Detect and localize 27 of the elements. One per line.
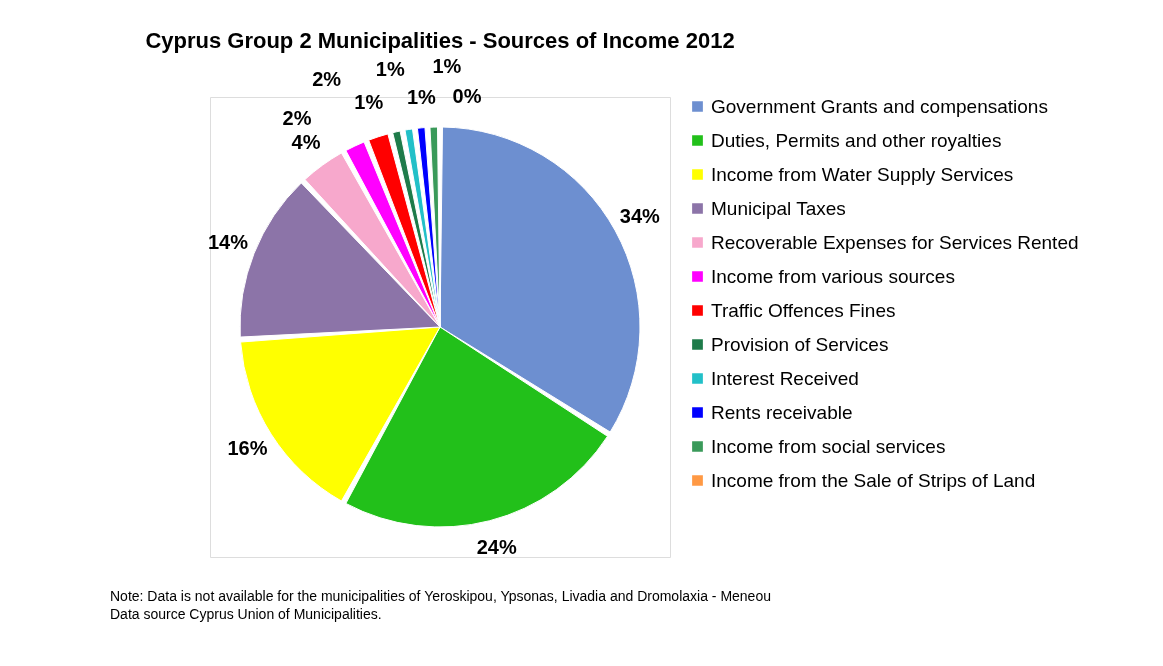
data-label: 1% xyxy=(375,58,405,81)
data-label: 16% xyxy=(227,437,268,460)
data-label: 34% xyxy=(619,205,661,228)
data-label: 1% xyxy=(406,86,437,109)
legend-label: Duties, Permits and other royalties xyxy=(711,129,1002,151)
legend-label: Interest Received xyxy=(711,367,859,389)
text: Note: Data is not available for the municipalities of Yeroskipou, Ypsonas, Livadia and Dromolaxia - Meneou xyxy=(110,588,771,604)
legend-label: Rents receivable xyxy=(711,401,853,423)
data-label: 1% xyxy=(432,55,462,78)
legend-label: Income from various sources xyxy=(711,265,955,287)
legend-label: Government Grants and compensations xyxy=(711,95,1048,117)
data-label: 14% xyxy=(208,231,249,254)
legend-label: Traffic Offences Fines xyxy=(711,299,896,321)
text: 0% xyxy=(452,85,482,107)
legend-label: Municipal Taxes xyxy=(711,197,846,219)
source-note: Data source Cyprus Union of Municipalities. xyxy=(110,606,382,622)
legend-label: Recoverable Expenses for Services Rented xyxy=(711,231,1079,253)
legend-label: Income from social services xyxy=(711,435,946,457)
legend-label: Income from the Sale of Strips of Land xyxy=(711,469,1036,491)
data-label: 4% xyxy=(291,130,321,153)
legend-label: Income from Water Supply Services xyxy=(711,163,1014,185)
data-label: 2% xyxy=(312,67,342,90)
data-label: 1% xyxy=(354,90,384,113)
data-label: 2% xyxy=(282,106,312,129)
chart-title: Cyprus Group 2 Municipalities - Sources of Income 2012 xyxy=(145,28,735,53)
data-label: 24% xyxy=(476,535,517,558)
legend-label: Provision of Services xyxy=(711,333,889,355)
